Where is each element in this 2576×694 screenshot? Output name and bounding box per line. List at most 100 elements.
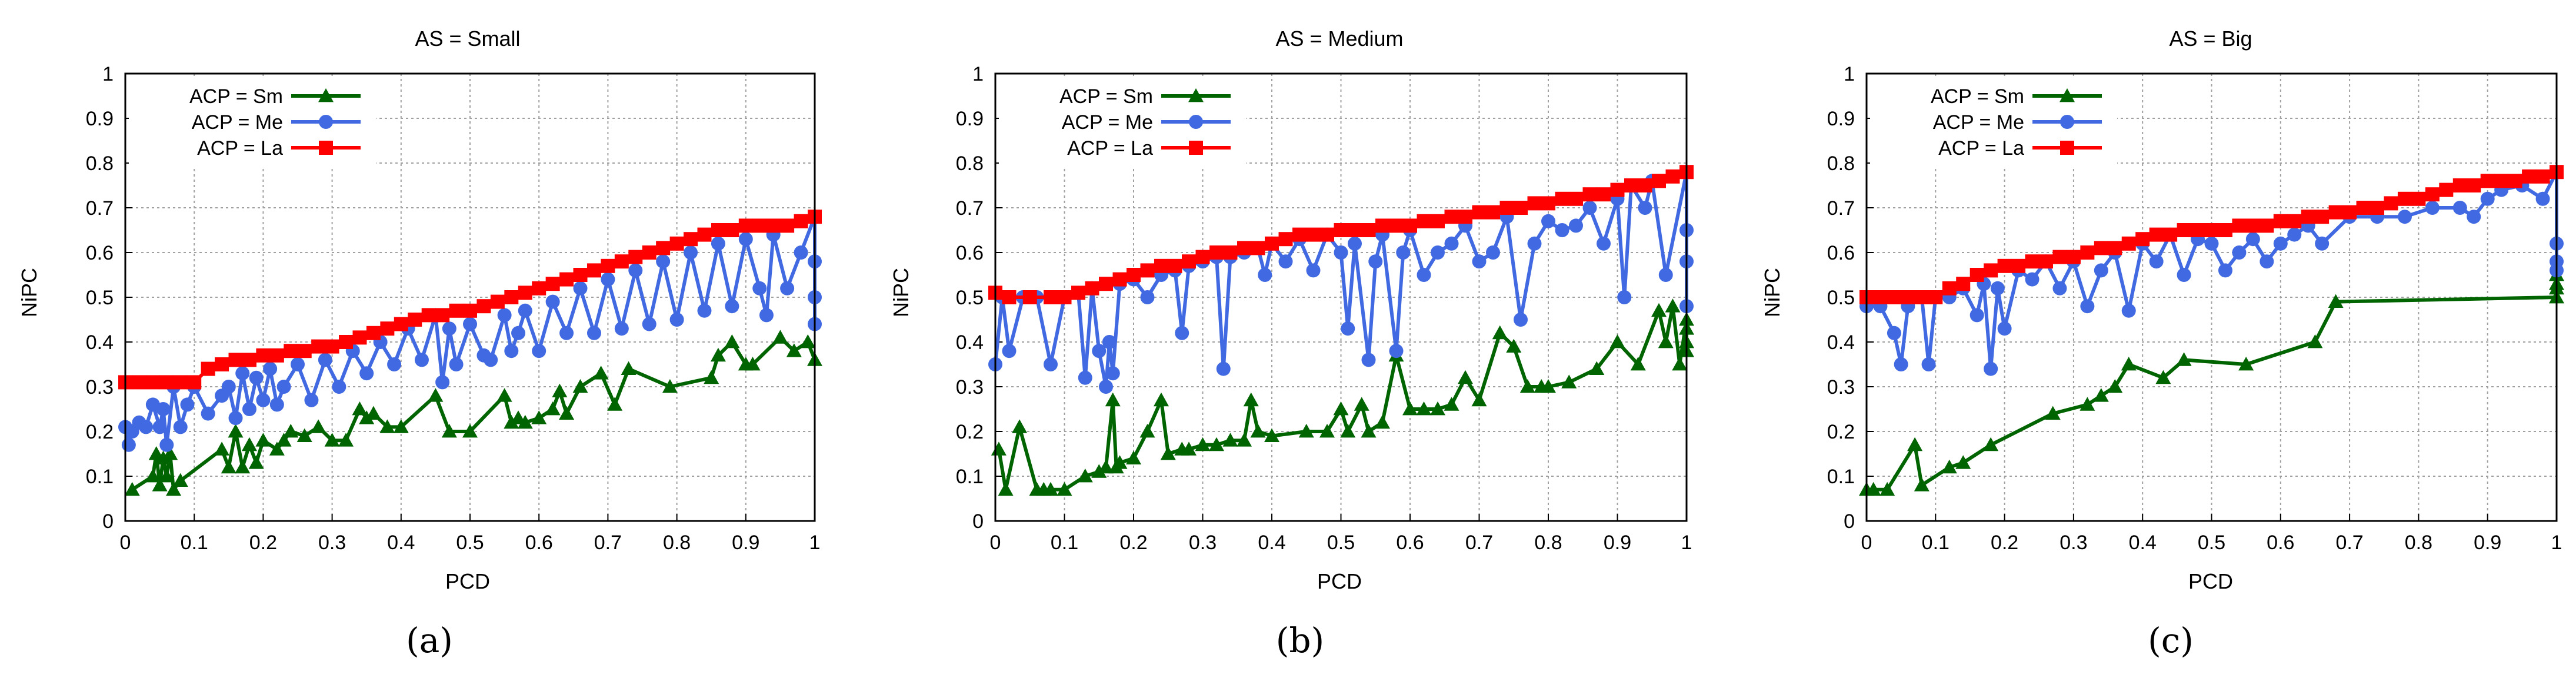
- data-point-sm: [496, 388, 512, 402]
- plot-area: 0 0.1 0.2 0.3 0.4 0.5 0.6 0.7 0.8 0.9 1 0 0.1 0.2 0.3 0…: [956, 63, 1694, 554]
- data-point-la: [173, 375, 188, 390]
- data-point-la: [284, 344, 298, 358]
- data-point-me: [1361, 353, 1376, 367]
- data-point-me: [249, 370, 264, 385]
- data-point-me: [1140, 290, 1155, 304]
- data-point-sm: [283, 424, 299, 438]
- data-point-la: [2535, 169, 2550, 184]
- data-point-la: [1638, 178, 1652, 192]
- data-point-me: [1216, 361, 1231, 376]
- x-tick-label: 0.6: [1396, 532, 1424, 554]
- data-point-me: [449, 357, 464, 371]
- y-tick-label: 0.7: [1827, 197, 1855, 220]
- data-point-sm: [517, 414, 533, 429]
- data-point-sm: [786, 343, 802, 357]
- data-point-me: [1368, 254, 1383, 269]
- data-point-me: [242, 402, 256, 416]
- data-point-la: [1292, 227, 1307, 242]
- data-point-la: [711, 223, 725, 237]
- data-point-la: [2328, 205, 2343, 220]
- data-point-me: [1472, 254, 1487, 269]
- data-point-sm: [1955, 455, 1971, 469]
- data-point-la: [766, 218, 781, 233]
- data-point-sm: [365, 406, 381, 420]
- data-point-la: [1168, 258, 1182, 273]
- y-tick-label: 0: [972, 510, 984, 533]
- panel-caption: (a): [406, 620, 453, 660]
- data-point-me: [1044, 357, 1058, 371]
- plot-frame: [1865, 72, 2558, 522]
- data-point-sm: [2045, 406, 2061, 420]
- data-point-la: [642, 245, 657, 260]
- data-point-la: [1555, 191, 1569, 206]
- data-point-sm: [241, 437, 257, 451]
- data-point-la: [794, 214, 808, 228]
- data-point-sm: [1519, 379, 1535, 393]
- data-point-sm: [1561, 374, 1577, 388]
- data-point-sm: [1091, 464, 1107, 478]
- data-point-sm: [2328, 294, 2344, 308]
- data-point-la: [1071, 285, 1085, 300]
- data-point-la: [518, 285, 532, 300]
- x-tick-label: 0.5: [2198, 532, 2225, 554]
- data-point-me: [752, 281, 767, 295]
- data-point-la: [2452, 178, 2467, 192]
- data-point-me: [1597, 236, 1611, 251]
- data-point-sm: [1672, 357, 1688, 371]
- legend-marker-la: [1189, 141, 1203, 155]
- data-point-me: [1341, 321, 1355, 336]
- data-point-me: [794, 245, 808, 260]
- chart-title: AS = Medium: [1275, 26, 1403, 51]
- data-point-sm: [1160, 446, 1176, 460]
- data-point-me: [1555, 223, 1569, 237]
- data-point-la: [614, 254, 629, 269]
- data-point-la: [1914, 290, 1929, 304]
- data-point-la: [1652, 174, 1666, 188]
- data-point-sm: [1319, 424, 1335, 438]
- data-point-sm: [1105, 392, 1121, 407]
- y-tick-label: 1: [1844, 63, 1855, 85]
- data-point-sm: [1209, 437, 1224, 451]
- data-point-me: [2094, 263, 2108, 278]
- legend-label: ACP = Me: [192, 111, 283, 134]
- data-point-la: [1997, 258, 2012, 273]
- data-point-me: [697, 303, 712, 318]
- data-point-me: [2425, 201, 2440, 215]
- data-point-la: [573, 268, 588, 282]
- data-point-sm: [1181, 441, 1197, 456]
- chart-panel-b: AS = Medium PCD NiPC (b) 0 0.1 0.2 0.3 0.4 0.…: [889, 26, 1694, 660]
- data-point-la: [2287, 214, 2302, 228]
- data-point-la: [1458, 210, 1472, 224]
- data-point-sm: [1983, 437, 1999, 451]
- data-point-sm: [704, 370, 719, 384]
- data-point-me: [1887, 326, 1901, 340]
- legend: ACP = Sm ACP = Me ACP = La: [999, 77, 1246, 169]
- data-point-la: [1887, 290, 1901, 304]
- data-point-la: [1514, 201, 1528, 215]
- data-point-la: [1182, 254, 1196, 269]
- data-point-la: [1942, 281, 1957, 295]
- x-tick-label: 0.7: [2335, 532, 2363, 554]
- legend-label: ACP = Me: [1933, 111, 2024, 134]
- data-point-me: [463, 317, 477, 331]
- data-point-sm: [2080, 397, 2095, 411]
- data-point-sm: [1222, 433, 1238, 447]
- chart-title: AS = Small: [415, 26, 520, 51]
- grid: [1866, 73, 2557, 522]
- data-point-sm: [311, 419, 326, 433]
- data-point-me: [518, 303, 532, 318]
- data-point-la: [1472, 205, 1487, 220]
- x-tick-label: 0.8: [1534, 532, 1562, 554]
- data-point-la: [1320, 227, 1334, 242]
- x-tick-label: 0.7: [1465, 532, 1493, 554]
- data-point-sm: [1098, 459, 1114, 474]
- y-tick-label: 0.9: [956, 108, 984, 130]
- data-point-sm: [269, 441, 285, 456]
- data-point-la: [1154, 258, 1168, 273]
- data-point-me: [1984, 361, 1998, 376]
- data-point-me: [725, 299, 739, 314]
- data-point-me: [173, 420, 188, 434]
- data-point-sm: [1298, 424, 1314, 438]
- data-point-sm: [531, 410, 547, 424]
- y-tick-label: 0.5: [1827, 287, 1855, 309]
